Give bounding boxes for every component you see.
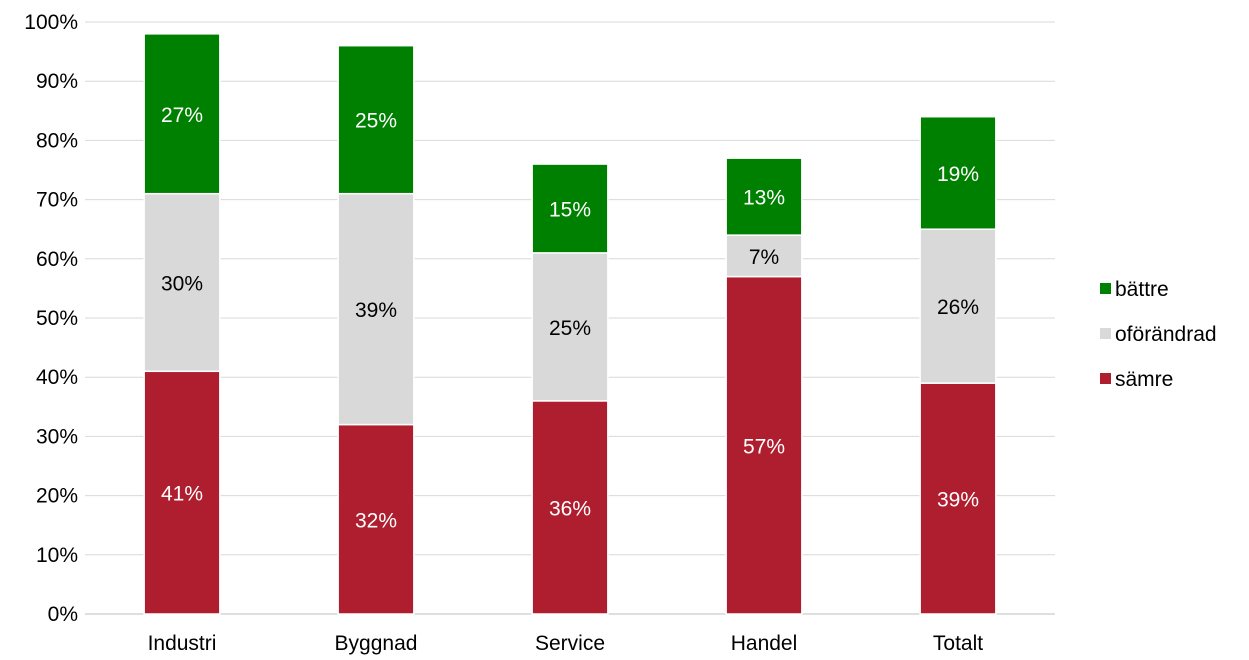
bar-segment: [337, 44, 415, 195]
x-tick-label: Handel: [731, 632, 798, 655]
legend: bättre oförändrad sämre: [1100, 278, 1217, 391]
y-tick-label: 60%: [36, 248, 78, 271]
bar-segment: [725, 234, 803, 278]
bar-segment: [531, 163, 609, 254]
legend-swatch: [1100, 373, 1111, 384]
x-tick-label: Totalt: [933, 632, 983, 655]
y-tick-label: 30%: [36, 425, 78, 448]
data-label: 25%: [355, 110, 397, 133]
y-tick-label: 80%: [36, 129, 78, 152]
legend-swatch: [1100, 283, 1111, 294]
bar-segment: [919, 382, 997, 615]
bar-segment: [143, 370, 221, 615]
y-tick-label: 20%: [36, 485, 78, 508]
x-tick-label: Byggnad: [335, 632, 418, 655]
bar-segment: [919, 115, 997, 230]
bar-segment: [143, 192, 221, 373]
data-label: 39%: [937, 489, 979, 512]
y-tick-label: 70%: [36, 189, 78, 212]
data-label: 32%: [355, 509, 397, 532]
data-label: 15%: [549, 198, 591, 221]
bars: 41% 30% 27% 32% 39% 25% 36% 25% 15% 57% 7% 13% 39% 26…: [143, 33, 997, 615]
data-label: 7%: [749, 246, 779, 269]
data-label: 30%: [161, 272, 203, 295]
data-label: 57%: [743, 435, 785, 458]
data-label: 27%: [161, 104, 203, 127]
data-label: 26%: [937, 296, 979, 319]
x-axis: Industri Byggnad Service Handel Totalt: [148, 632, 984, 655]
y-axis: 0% 10% 20% 30% 40% 50% 60% 70% 80% 90% 100%: [24, 11, 78, 626]
bar-segment: [337, 192, 415, 426]
x-tick-label: Service: [535, 632, 605, 655]
legend-swatch: [1100, 328, 1111, 339]
bar-segment: [337, 423, 415, 615]
data-label: 19%: [937, 163, 979, 186]
data-label: 25%: [549, 317, 591, 340]
legend-label: oförändrad: [1115, 323, 1217, 346]
y-tick-label: 100%: [24, 11, 78, 34]
legend-label: sämre: [1115, 368, 1173, 391]
bar-segment: [531, 252, 609, 402]
y-tick-label: 10%: [36, 544, 78, 567]
bar-segment: [725, 275, 803, 615]
bar-segment: [143, 33, 221, 195]
bar-segment: [725, 157, 803, 236]
x-tick-label: Industri: [148, 632, 217, 655]
y-tick-label: 90%: [36, 70, 78, 93]
y-tick-label: 0%: [48, 603, 78, 626]
data-label: 36%: [549, 497, 591, 520]
legend-label: bättre: [1115, 278, 1169, 301]
data-label: 39%: [355, 299, 397, 322]
data-label: 41%: [161, 483, 203, 506]
y-tick-label: 50%: [36, 307, 78, 330]
data-label: 13%: [743, 187, 785, 210]
y-tick-label: 40%: [36, 366, 78, 389]
